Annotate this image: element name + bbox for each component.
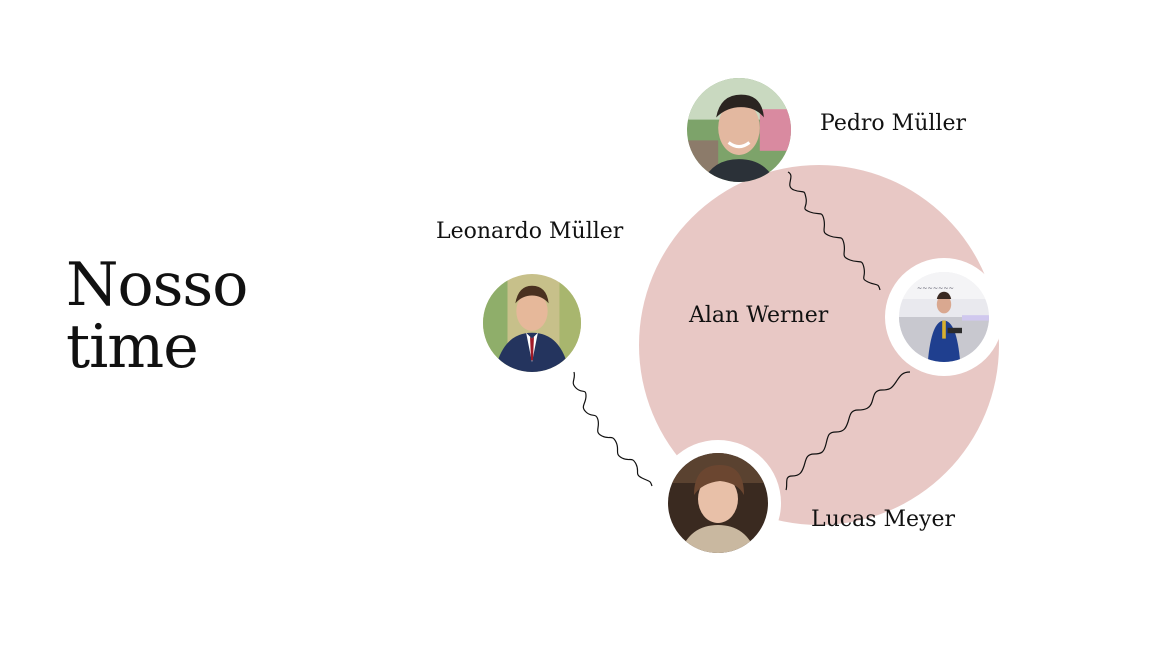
slide-title-line-1: Nosso	[66, 250, 248, 320]
connector-leonardo-to-lucas	[572, 371, 653, 487]
avatar-ring-lucas-meyer	[655, 440, 781, 566]
avatar-ring-alan-werner: ~~~~~~~	[885, 258, 1003, 376]
slide-title-line-2: time	[66, 312, 199, 382]
avatar-leonardo-muller	[483, 274, 581, 372]
member-name-pedro: Pedro Müller	[820, 111, 966, 136]
person-photo-icon	[687, 78, 791, 182]
avatar-pedro-muller	[687, 78, 791, 182]
person-photo-icon	[483, 274, 581, 372]
svg-text:~~~~~~~: ~~~~~~~	[917, 285, 954, 292]
person-photo-icon	[668, 453, 768, 553]
person-photo-icon: ~~~~~~~	[899, 272, 989, 362]
member-name-alan: Alan Werner	[689, 303, 829, 328]
member-name-leonardo: Leonardo Müller	[436, 219, 624, 244]
member-name-lucas: Lucas Meyer	[811, 507, 956, 532]
slide-title: Nosso time	[66, 250, 248, 382]
